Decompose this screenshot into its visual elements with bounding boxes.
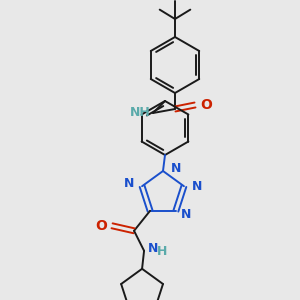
Text: N: N <box>148 242 158 255</box>
Text: N: N <box>192 180 202 193</box>
Text: N: N <box>181 208 191 221</box>
Text: N: N <box>171 161 181 175</box>
Text: N: N <box>124 177 134 190</box>
Text: H: H <box>157 245 167 258</box>
Text: O: O <box>200 98 212 112</box>
Text: NH: NH <box>130 106 151 119</box>
Text: O: O <box>95 219 107 233</box>
